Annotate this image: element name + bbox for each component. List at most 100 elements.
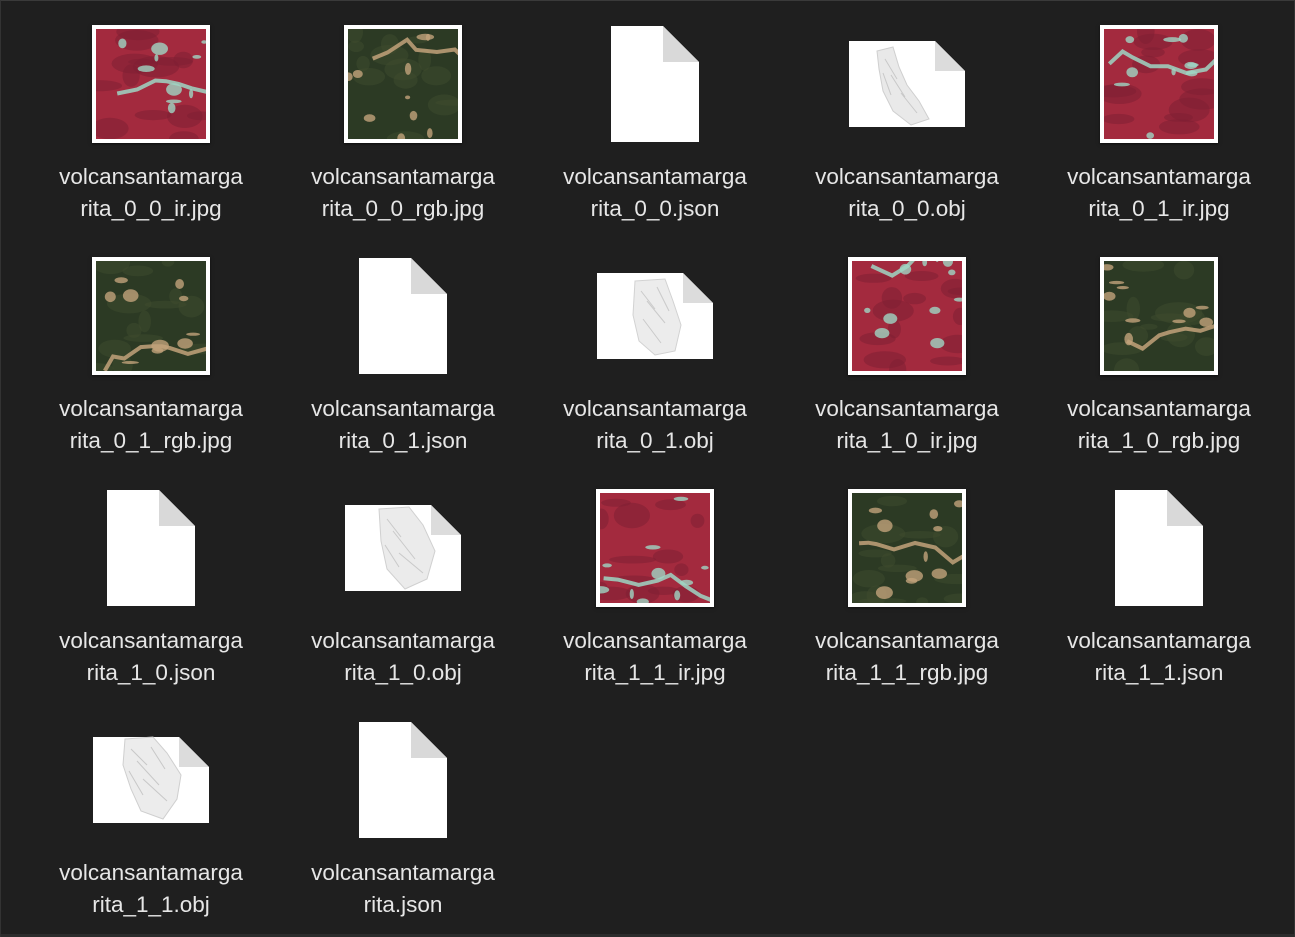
image-thumbnail-icon (848, 257, 966, 375)
file-name: volcansantamarga rita_1_1.obj (25, 857, 277, 921)
file-name-line-1: volcansantamarga (59, 860, 243, 885)
file-name-line-1: volcansantamarga (1067, 396, 1251, 421)
file-name-line-1: volcansantamarga (59, 164, 243, 189)
file-name: volcansantamarga rita_1_0_ir.jpg (781, 393, 1033, 457)
obj-model-icon (595, 271, 715, 361)
thumbnail-area (781, 487, 1033, 609)
file-name: volcansantamarga rita_0_1_rgb.jpg (25, 393, 277, 457)
obj-model-icon (343, 503, 463, 593)
file-item[interactable]: volcansantamarga rita.json (277, 697, 529, 929)
file-name-line-1: volcansantamarga (815, 164, 999, 189)
image-thumbnail-icon (92, 257, 210, 375)
file-item[interactable]: volcansantamarga rita_0_0.obj (781, 1, 1033, 233)
file-name-line-2: rita_0_0.obj (848, 196, 966, 221)
file-item[interactable]: volcansantamarga rita_1_1_ir.jpg (529, 465, 781, 697)
file-name-line-1: volcansantamarga (311, 860, 495, 885)
file-name-line-2: rita_1_0.obj (344, 660, 462, 685)
file-item[interactable]: volcansantamarga rita_0_0_rgb.jpg (277, 1, 529, 233)
json-document-icon (357, 720, 449, 840)
file-icon-grid: volcansantamarga rita_0_0_ir.jpg volcans… (25, 1, 1289, 929)
file-name-line-1: volcansantamarga (311, 164, 495, 189)
thumbnail-area (25, 255, 277, 377)
image-thumbnail-icon (1100, 257, 1218, 375)
file-item[interactable]: volcansantamarga rita_1_1.json (1033, 465, 1285, 697)
file-name-line-2: rita_1_0_ir.jpg (836, 428, 978, 453)
file-name-line-1: volcansantamarga (59, 396, 243, 421)
file-name: volcansantamarga rita.json (277, 857, 529, 921)
file-name-line-1: volcansantamarga (563, 164, 747, 189)
thumbnail-area (277, 719, 529, 841)
file-item[interactable]: volcansantamarga rita_0_1_ir.jpg (1033, 1, 1285, 233)
file-name-line-1: volcansantamarga (311, 628, 495, 653)
thumbnail-area (277, 255, 529, 377)
file-item[interactable]: volcansantamarga rita_0_1_rgb.jpg (25, 233, 277, 465)
file-name: volcansantamarga rita_1_1_rgb.jpg (781, 625, 1033, 689)
thumbnail-area (25, 23, 277, 145)
file-name-line-1: volcansantamarga (815, 396, 999, 421)
thumbnail-area (277, 23, 529, 145)
thumbnail-area (529, 23, 781, 145)
file-item[interactable]: volcansantamarga rita_1_0_ir.jpg (781, 233, 1033, 465)
file-name: volcansantamarga rita_0_1_ir.jpg (1033, 161, 1285, 225)
file-name-line-1: volcansantamarga (563, 396, 747, 421)
file-name: volcansantamarga rita_0_0.json (529, 161, 781, 225)
file-name: volcansantamarga rita_0_0.obj (781, 161, 1033, 225)
file-name-line-1: volcansantamarga (311, 396, 495, 421)
file-name-line-1: volcansantamarga (1067, 628, 1251, 653)
file-item[interactable]: volcansantamarga rita_0_0.json (529, 1, 781, 233)
thumbnail-area (25, 487, 277, 609)
file-name-line-2: rita_0_1_rgb.jpg (69, 428, 233, 453)
file-name-line-2: rita_0_1.json (338, 428, 468, 453)
image-thumbnail-icon (596, 489, 714, 607)
file-name-line-2: rita_1_0.json (86, 660, 216, 685)
file-name: volcansantamarga rita_1_0.obj (277, 625, 529, 689)
thumbnail-area (277, 487, 529, 609)
thumbnail-area (1033, 255, 1285, 377)
file-item[interactable]: volcansantamarga rita_1_1_rgb.jpg (781, 465, 1033, 697)
file-item[interactable]: volcansantamarga rita_1_0_rgb.jpg (1033, 233, 1285, 465)
thumbnail-area (781, 23, 1033, 145)
file-name-line-1: volcansantamarga (1067, 164, 1251, 189)
file-item[interactable]: volcansantamarga rita_1_1.obj (25, 697, 277, 929)
file-name-line-2: rita_1_0_rgb.jpg (1077, 428, 1241, 453)
file-name: volcansantamarga rita_1_0_rgb.jpg (1033, 393, 1285, 457)
json-document-icon (357, 256, 449, 376)
file-name-line-2: rita.json (363, 892, 443, 917)
file-name-line-2: rita_1_1.json (1094, 660, 1224, 685)
file-name-line-2: rita_1_1_ir.jpg (584, 660, 726, 685)
thumbnail-area (781, 255, 1033, 377)
file-item[interactable]: volcansantamarga rita_0_1.json (277, 233, 529, 465)
file-item[interactable]: volcansantamarga rita_1_0.json (25, 465, 277, 697)
file-name-line-2: rita_0_0.json (590, 196, 720, 221)
file-name-line-2: rita_1_1_rgb.jpg (825, 660, 989, 685)
file-name: volcansantamarga rita_0_1.obj (529, 393, 781, 457)
image-thumbnail-icon (344, 25, 462, 143)
file-name: volcansantamarga rita_0_0_rgb.jpg (277, 161, 529, 225)
file-name-line-1: volcansantamarga (59, 628, 243, 653)
file-name-line-2: rita_0_0_rgb.jpg (321, 196, 485, 221)
thumbnail-area (1033, 23, 1285, 145)
image-thumbnail-icon (92, 25, 210, 143)
thumbnail-area (529, 487, 781, 609)
file-item[interactable]: volcansantamarga rita_1_0.obj (277, 465, 529, 697)
file-name-line-2: rita_0_1.obj (596, 428, 714, 453)
thumbnail-area (25, 719, 277, 841)
file-name-line-2: rita_0_0_ir.jpg (80, 196, 222, 221)
file-name: volcansantamarga rita_1_1_ir.jpg (529, 625, 781, 689)
file-name-line-1: volcansantamarga (563, 628, 747, 653)
json-document-icon (1113, 488, 1205, 608)
window-bottom-edge (1, 934, 1294, 937)
file-name: volcansantamarga rita_1_1.json (1033, 625, 1285, 689)
file-name: volcansantamarga rita_1_0.json (25, 625, 277, 689)
file-name-line-1: volcansantamarga (815, 628, 999, 653)
file-item[interactable]: volcansantamarga rita_0_1.obj (529, 233, 781, 465)
file-name-line-2: rita_0_1_ir.jpg (1088, 196, 1230, 221)
file-name: volcansantamarga rita_0_1.json (277, 393, 529, 457)
obj-model-icon (91, 735, 211, 825)
file-item[interactable]: volcansantamarga rita_0_0_ir.jpg (25, 1, 277, 233)
image-thumbnail-icon (1100, 25, 1218, 143)
json-document-icon (105, 488, 197, 608)
image-thumbnail-icon (848, 489, 966, 607)
thumbnail-area (529, 255, 781, 377)
